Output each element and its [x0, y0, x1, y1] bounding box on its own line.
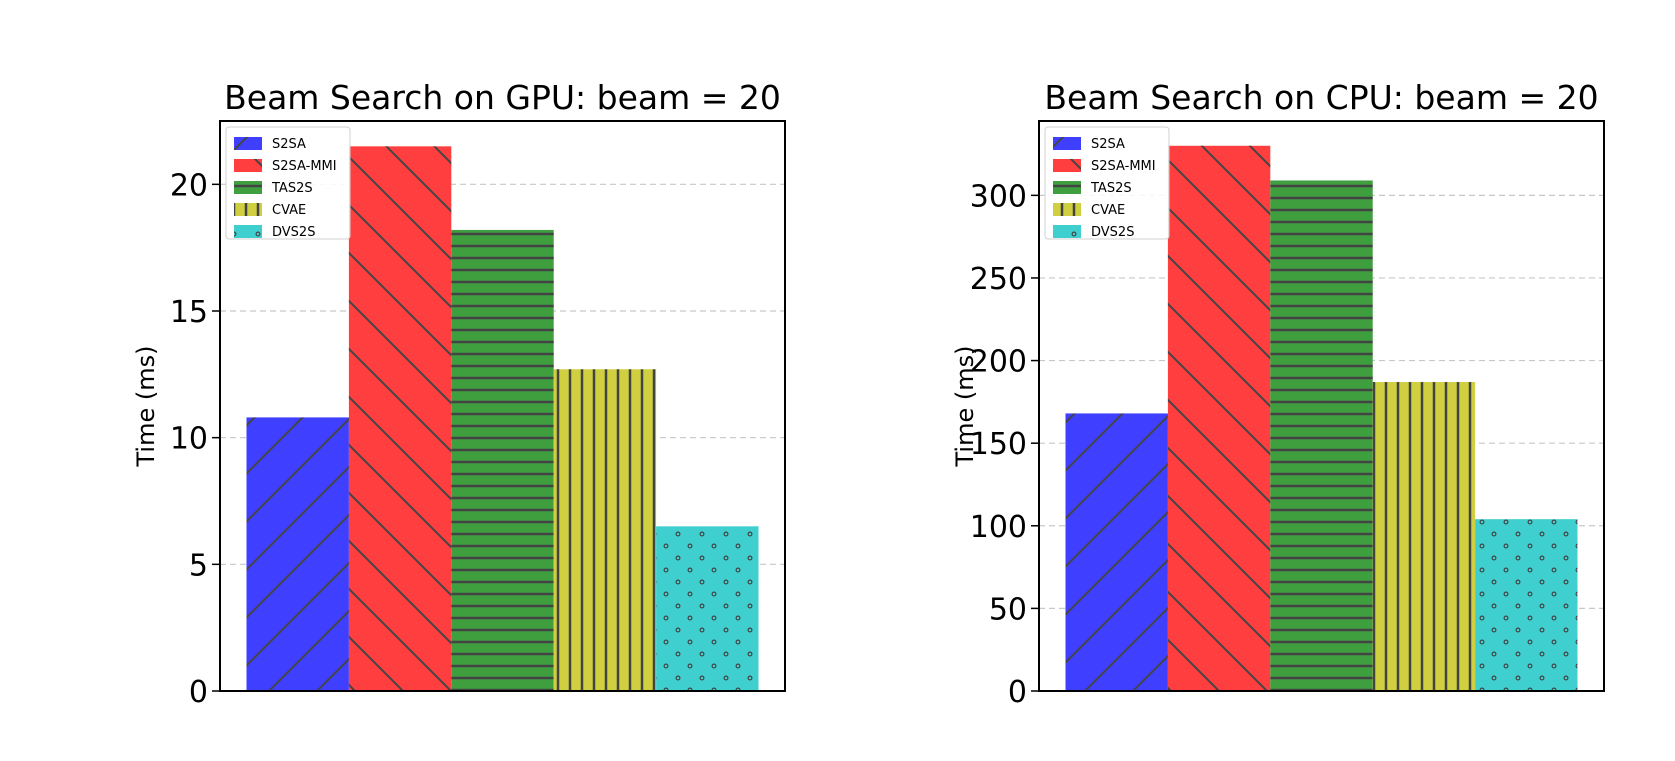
y-tick-label: 0	[189, 675, 208, 710]
bar-hatch	[1270, 180, 1373, 691]
legend-swatch-hatch	[234, 203, 262, 216]
y-axis-label: Time (ms)	[951, 346, 979, 468]
legend-entry: TAS2S	[1053, 181, 1132, 196]
legend-entry: S2SA-MMI	[1053, 159, 1156, 174]
bar-hatch	[348, 146, 452, 692]
bar-tas2s	[451, 229, 554, 691]
legend-swatch-hatch	[234, 159, 262, 172]
chart-title: Beam Search on GPU: beam = 20	[224, 78, 781, 117]
y-tick-label: 150	[970, 427, 1027, 462]
y-tick-label: 0	[1008, 675, 1027, 710]
legend: S2SA S2SA-MMI TAS2S CVAE DVS2S	[1044, 126, 1170, 240]
legend: S2SA S2SA-MMI TAS2S CVAE DVS2S	[225, 126, 351, 240]
legend-entry: S2SA	[234, 137, 306, 152]
bar-s2sa	[246, 417, 349, 691]
y-tick-label: 5	[189, 548, 208, 583]
axes-frame	[219, 120, 786, 692]
y-tick-label: 250	[970, 262, 1027, 297]
y-tick-label: 20	[170, 168, 208, 203]
legend-swatch-hatch	[234, 137, 262, 150]
bar-hatch	[1372, 382, 1476, 691]
cpu-chart: 0 50 100 150 200 250 300 Beam Search on CPU: be…	[951, 78, 1605, 710]
legend-swatch-hatch	[1053, 159, 1081, 172]
bar-hatch	[1065, 413, 1168, 691]
legend-swatch-hatch	[1053, 137, 1081, 150]
y-tick-label: 10	[170, 422, 208, 457]
bar-s2sa-mmi	[348, 146, 452, 692]
legend-swatch-hatch	[1053, 225, 1081, 238]
legend-label: S2SA	[1091, 137, 1125, 152]
legend-entry: CVAE	[1053, 203, 1125, 218]
legend-swatch-hatch	[234, 225, 262, 238]
y-tick-label: 300	[970, 179, 1027, 214]
bar-s2sa-mmi	[1167, 145, 1271, 692]
y-tick-label: 100	[970, 510, 1027, 545]
bar-hatch	[1475, 519, 1578, 691]
bar-dvs2s	[656, 526, 759, 691]
legend-swatch-hatch	[1053, 203, 1081, 216]
legend-label: S2SA-MMI	[1091, 159, 1156, 174]
legend-label: TAS2S	[1090, 181, 1132, 196]
bar-hatch	[656, 526, 759, 691]
bar-dvs2s	[1475, 519, 1578, 691]
bar-hatch	[246, 417, 349, 691]
bar-tas2s	[1270, 180, 1373, 691]
legend-entry: DVS2S	[1053, 225, 1134, 240]
bar-cvae	[1372, 382, 1476, 691]
legend-entry: DVS2S	[234, 225, 315, 240]
legend-entry: TAS2S	[234, 181, 313, 196]
y-tick-label: 15	[170, 295, 208, 330]
y-tick-label: 200	[970, 345, 1027, 380]
bar-hatch	[451, 229, 554, 691]
legend-label: DVS2S	[1091, 225, 1134, 240]
legend-swatch-hatch	[234, 181, 262, 194]
y-axis-label: Time (ms)	[132, 346, 160, 468]
bar-cvae	[553, 369, 657, 691]
legend-entry: CVAE	[234, 203, 306, 218]
chart-title: Beam Search on CPU: beam = 20	[1044, 78, 1598, 117]
bar-s2sa	[1065, 413, 1168, 691]
legend-entry: S2SA-MMI	[234, 159, 337, 174]
legend-swatch-hatch	[1053, 181, 1081, 194]
legend-label: DVS2S	[272, 225, 315, 240]
bar-hatch	[553, 369, 657, 691]
legend-label: TAS2S	[271, 181, 313, 196]
legend-label: CVAE	[272, 203, 306, 218]
legend-label: S2SA	[272, 137, 306, 152]
legend-label: CVAE	[1091, 203, 1125, 218]
axes-frame	[1038, 120, 1605, 692]
legend-label: S2SA-MMI	[272, 159, 337, 174]
gpu-chart: 0 5 10 15 20 Beam Search on GPU: beam = 20 Tim…	[132, 78, 786, 710]
y-tick-label: 50	[989, 592, 1027, 627]
legend-entry: S2SA	[1053, 137, 1125, 152]
bar-hatch	[1167, 145, 1271, 692]
